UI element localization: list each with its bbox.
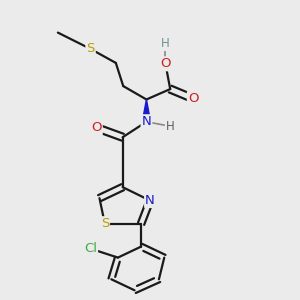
Text: O: O — [188, 92, 198, 105]
Text: O: O — [91, 121, 102, 134]
Text: S: S — [100, 217, 109, 230]
Text: N: N — [142, 115, 151, 128]
Polygon shape — [142, 100, 151, 122]
Text: O: O — [160, 57, 171, 70]
Text: Cl: Cl — [84, 242, 97, 255]
Text: S: S — [86, 42, 95, 56]
Text: H: H — [166, 120, 175, 133]
Text: N: N — [145, 194, 155, 207]
Text: H: H — [161, 37, 170, 50]
